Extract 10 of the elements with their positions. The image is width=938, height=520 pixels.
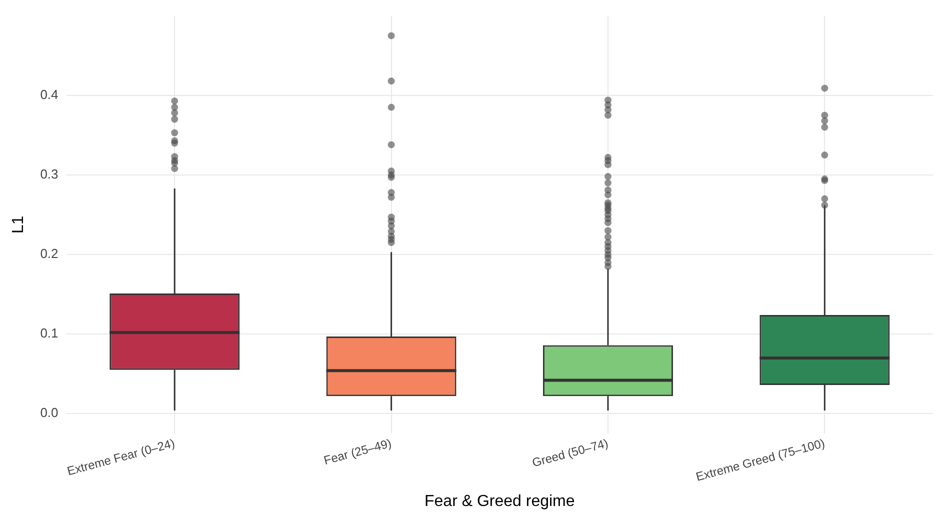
y-tick-label: 0.2	[40, 246, 58, 262]
x-tick-label: Extreme Fear (0–24)	[66, 436, 176, 478]
y-axis-title: L1	[10, 216, 28, 234]
x-tick-label: Fear (25–49)	[322, 436, 393, 468]
x-tick-label: Greed (50–74)	[530, 436, 610, 470]
y-tick-label: 0.1	[40, 326, 58, 341]
y-tick-label: 0.3	[40, 166, 58, 182]
x-axis-title: Fear & Greed regime	[424, 492, 575, 510]
y-tick-label: 0.0	[40, 405, 58, 420]
y-tick-label: 0.4	[40, 86, 58, 102]
